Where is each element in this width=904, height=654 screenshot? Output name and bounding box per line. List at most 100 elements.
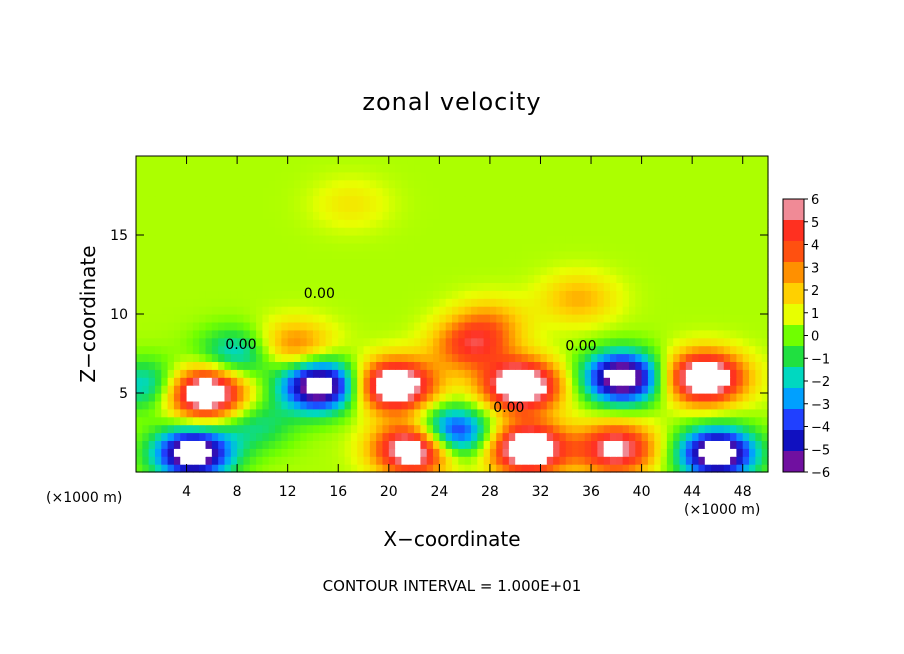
heatmap-cell [218,306,226,315]
heatmap-cell [496,361,504,370]
heatmap-cell [243,321,251,331]
heatmap-cell [502,227,510,236]
heatmap-cell [527,171,535,181]
heatmap-cell [521,337,529,347]
heatmap-cell [287,227,295,236]
heatmap-cell [755,393,763,402]
heatmap-cell [230,274,238,283]
heatmap-cell [673,156,681,165]
heatmap-cell [489,400,497,410]
heatmap-cell [628,203,636,212]
heatmap-cell [521,250,529,260]
heatmap-cell [616,290,624,299]
heatmap-cell [483,393,491,402]
heatmap-cell [628,242,636,252]
heatmap-cell [622,314,630,323]
heatmap-cell [540,235,548,244]
heatmap-cell [167,250,175,260]
heatmap-cell [357,306,365,315]
heatmap-cell [300,242,308,252]
heatmap-cell [350,456,358,465]
heatmap-cell [148,290,156,299]
heatmap-cell [761,242,769,252]
heatmap-cell [237,250,245,260]
heatmap-cell [426,266,434,276]
heatmap-cell [685,314,693,323]
heatmap-cell [306,179,314,189]
heatmap-cell [723,353,731,362]
heatmap-cell [325,456,333,465]
heatmap-cell [300,377,308,386]
heatmap-cell [477,377,485,386]
heatmap-cell [452,179,459,189]
heatmap-cell [382,377,390,386]
heatmap-cell [395,211,403,220]
heatmap-cell [433,337,440,347]
heatmap-cell [698,195,706,204]
heatmap-cell [572,464,579,473]
heatmap-cell [470,258,478,268]
heatmap-cell [470,235,478,244]
heatmap-cell [275,377,282,386]
heatmap-cell [534,432,542,441]
heatmap-cell [603,385,611,394]
heatmap-cell [414,416,421,426]
heatmap-cell [376,424,384,434]
heatmap-cell [433,353,440,362]
heatmap-cell [477,448,485,457]
heatmap-cell [262,424,270,434]
heatmap-cell [161,353,169,362]
heatmap-cell [420,345,428,355]
heatmap-cell [306,416,314,426]
heatmap-cell [230,321,238,331]
heatmap-cell [344,369,352,378]
heatmap-cell [673,400,681,410]
heatmap-cell [173,227,181,236]
heatmap-cell [610,211,617,220]
heatmap-cell [603,321,611,331]
heatmap-cell [136,156,143,165]
heatmap-cell [730,424,737,434]
heatmap-cell [420,361,428,370]
heatmap-cell [572,227,579,236]
heatmap-cell [186,195,194,204]
heatmap-cell [515,266,523,276]
heatmap-cell [464,416,472,426]
heatmap-cell [433,195,440,204]
heatmap-cell [407,219,415,228]
heatmap-cell [572,345,579,355]
heatmap-cell [186,424,194,434]
colorbar-segment [783,262,804,284]
heatmap-cell [496,219,504,228]
heatmap-cell [515,456,523,465]
heatmap-cell [376,377,384,386]
heatmap-cell [591,353,598,362]
heatmap-cell [388,345,396,355]
heatmap-cell [287,274,295,283]
heatmap-cell [186,385,194,394]
heatmap-cell [262,242,270,252]
heatmap-cell [401,353,409,362]
heatmap-cell [275,440,282,449]
heatmap-cell [325,235,333,244]
heatmap-cell [294,306,301,315]
heatmap-cell [603,464,611,473]
heatmap-cell [660,219,668,228]
heatmap-cell [294,298,301,307]
heatmap-cell [572,321,579,331]
heatmap-cell [578,464,586,473]
heatmap-cell [243,298,251,307]
heatmap-cell [275,195,282,204]
heatmap-cell [540,179,548,189]
heatmap-cell [142,282,150,291]
heatmap-cell [142,274,150,283]
heatmap-cell [736,408,744,418]
heatmap-cell [268,163,276,173]
heatmap-cell [439,171,447,181]
heatmap-cell [723,361,731,370]
heatmap-cell [483,432,491,441]
heatmap-cell [395,400,403,410]
heatmap-cell [388,408,396,418]
heatmap-cell [477,408,485,418]
heatmap-cell [730,440,737,449]
